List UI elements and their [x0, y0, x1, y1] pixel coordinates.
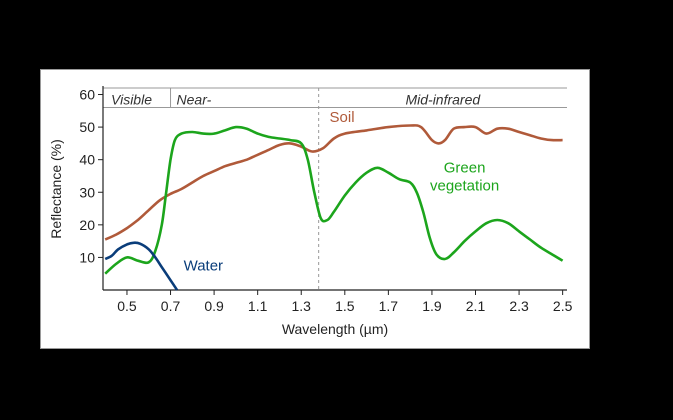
y-tick-label: 40: [79, 152, 95, 168]
x-tick-label: 2.3: [509, 298, 529, 314]
x-tick-label: 1.5: [335, 298, 355, 314]
y-tick-label: 10: [79, 249, 95, 265]
x-tick-label: 1.1: [248, 298, 268, 314]
soil-label: Soil: [330, 109, 355, 126]
x-tick-label: 1.9: [422, 298, 442, 314]
x-axis-title: Wavelength (µm): [282, 321, 388, 337]
x-tick-label: 0.7: [161, 298, 181, 314]
region-band: Visible Near- Mid-infrared: [103, 87, 567, 290]
x-tick-label: 0.5: [117, 298, 137, 314]
axes: 10 20 30 40 50 60 0.5 0.7 0.9 1.1 1.3 1.5 1.7 1.9 2.1 2…: [48, 86, 573, 337]
x-tick-label: 0.9: [204, 298, 224, 314]
region-label: Near-: [177, 92, 212, 108]
y-tick-label: 50: [79, 119, 95, 135]
reflectance-chart: Visible Near- Mid-infrared 10 20 30 40 50 60 0.5…: [48, 86, 573, 337]
x-tick-label: 1.7: [379, 298, 399, 314]
chart-figure: Visible Near- Mid-infrared 10 20 30 40 50 60 0.5…: [40, 69, 590, 349]
x-tick-label: 1.3: [292, 298, 312, 314]
x-tick-label: 2.5: [553, 298, 573, 314]
y-tick-label: 30: [79, 184, 95, 200]
y-tick-label: 60: [79, 87, 95, 103]
region-label: Visible: [111, 92, 152, 108]
water-line: [104, 241, 179, 291]
series-group: [104, 124, 564, 291]
region-label: Mid-infrared: [405, 92, 481, 108]
green-vegetation-label: vegetation: [430, 178, 499, 195]
green-vegetation-label: Green: [444, 160, 486, 177]
green-vegetation-line: [104, 125, 564, 275]
y-tick-label: 20: [79, 217, 95, 233]
x-tick-label: 2.1: [466, 298, 486, 314]
water-label: Water: [184, 257, 223, 274]
y-axis-title: Reflectance (%): [48, 139, 64, 239]
soil-line: [104, 124, 563, 241]
